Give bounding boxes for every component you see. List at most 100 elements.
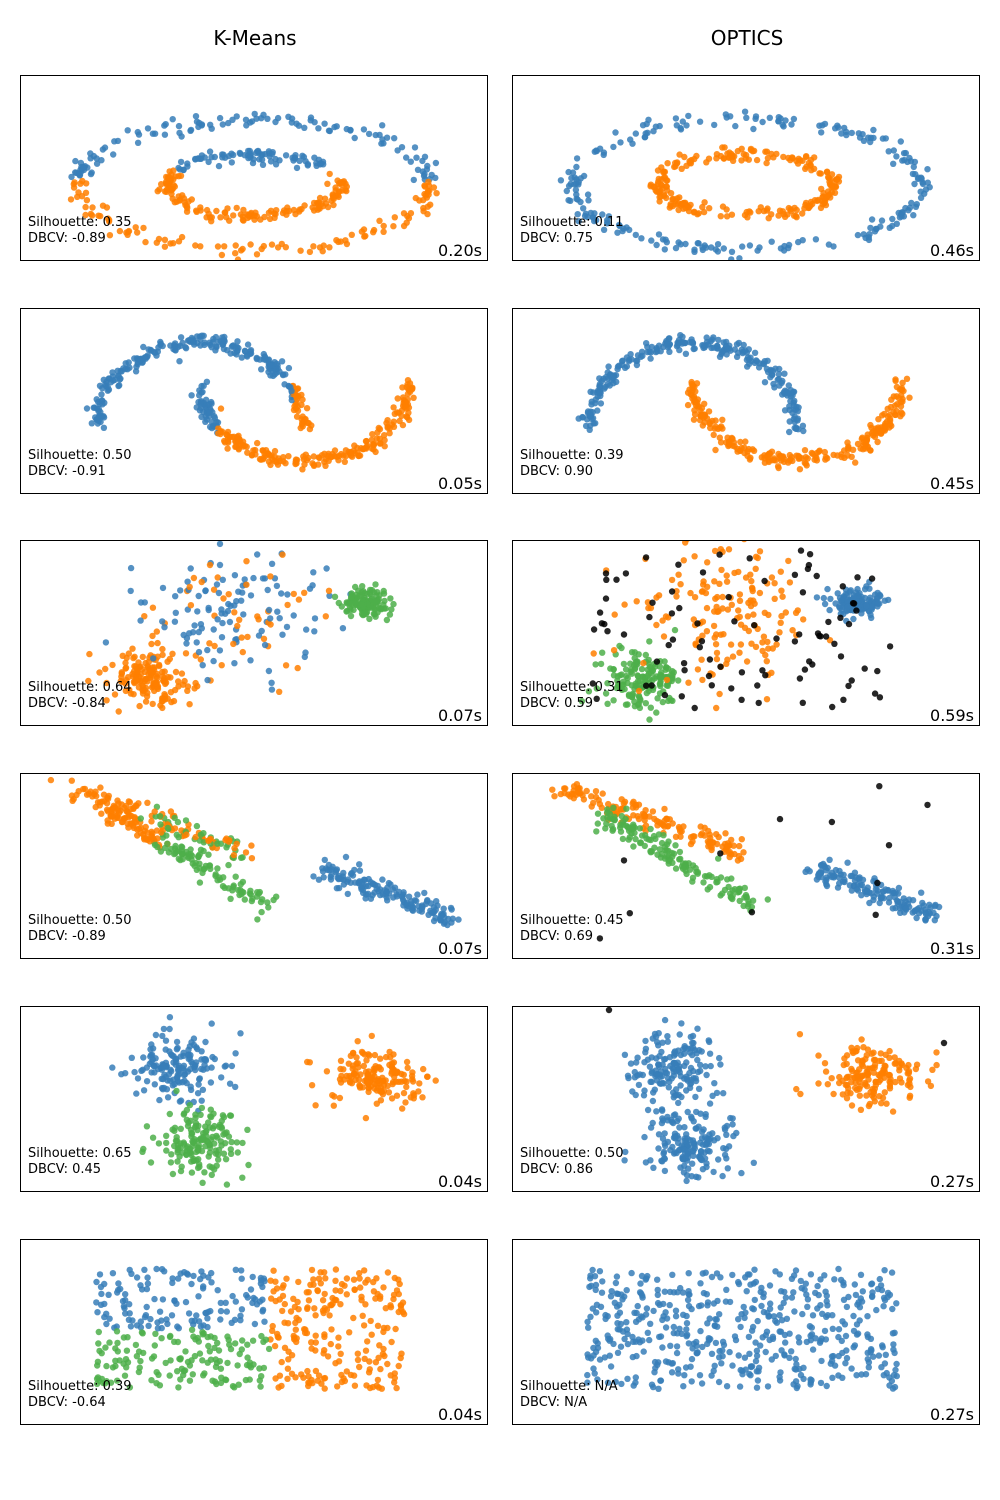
axes-frame	[20, 307, 488, 494]
scatter-plot	[20, 1238, 488, 1425]
scatter-point	[711, 121, 718, 129]
scatter-point	[92, 803, 99, 811]
scatter-point	[206, 148, 214, 155]
scatter-point	[729, 895, 736, 903]
scatter-point	[247, 241, 254, 248]
scatter-point	[762, 148, 769, 155]
scatter-point	[596, 382, 603, 390]
scatter-point	[586, 411, 594, 419]
scatter-point	[892, 377, 899, 384]
scatter-point	[588, 793, 595, 800]
scatter-point	[196, 406, 204, 414]
scatter-point	[244, 634, 251, 641]
scatter-point	[372, 1062, 379, 1070]
scatter-point	[199, 1086, 207, 1093]
scatter-point	[153, 803, 161, 811]
scatter-point	[681, 1050, 688, 1057]
scatter-point	[223, 346, 231, 354]
scatter-point	[681, 1137, 688, 1144]
scatter-point	[152, 1031, 160, 1038]
scatter-point	[259, 161, 267, 168]
scatter-point	[648, 848, 656, 855]
scatter-point	[379, 122, 386, 129]
axes-frame	[20, 75, 488, 261]
scatter-point	[653, 241, 660, 249]
scatter-point	[111, 691, 119, 699]
scatter-point	[296, 157, 303, 164]
scatter-point	[279, 631, 286, 639]
scatter-point	[572, 186, 580, 194]
scatter-point	[326, 244, 333, 251]
scatter-point	[867, 1088, 874, 1096]
scatter-point	[310, 452, 317, 460]
scatter-point	[860, 438, 867, 446]
scatter-point	[88, 419, 96, 427]
scatter-point	[385, 890, 393, 897]
scatter-point	[635, 688, 643, 695]
scatter-point	[703, 605, 711, 612]
scatter-point	[853, 607, 860, 615]
scatter-point	[269, 1322, 276, 1329]
scatter-point	[706, 872, 713, 879]
scatter-point	[196, 879, 204, 886]
scatter-point	[232, 250, 239, 257]
scatter-point	[720, 155, 728, 162]
scatter-point	[74, 193, 81, 201]
scatter-point	[359, 1049, 366, 1056]
scatter-point	[176, 357, 183, 365]
scatter-point	[732, 122, 739, 130]
scatter-point	[898, 1078, 905, 1086]
scatter-point	[871, 690, 879, 698]
scatter-point	[691, 246, 698, 253]
scatter-point	[147, 1045, 154, 1053]
scatter-point	[140, 224, 147, 232]
scatter-point	[278, 590, 285, 598]
scatter-point	[321, 195, 329, 202]
scatter-point	[796, 631, 803, 638]
scatter-point	[307, 114, 315, 121]
scatter-point	[134, 668, 141, 676]
scatter-point	[592, 788, 600, 795]
scatter-point	[225, 885, 232, 892]
scatter-point	[602, 690, 610, 698]
scatter-point	[110, 377, 117, 384]
scatter-point	[625, 693, 633, 700]
scatter-point	[652, 1071, 660, 1078]
scatter-point	[226, 433, 233, 440]
scatter-point	[801, 446, 809, 454]
scatter-point	[674, 1117, 681, 1125]
scatter-point	[345, 1060, 352, 1067]
scatter-point	[922, 186, 930, 193]
scatter-point	[441, 914, 448, 921]
scatter-point	[756, 548, 764, 555]
scatter-point	[204, 647, 211, 654]
scatter-point	[191, 685, 198, 692]
scatter-point	[260, 242, 267, 250]
scatter-point	[642, 1045, 650, 1052]
scatter-point	[809, 661, 816, 669]
scatter-point	[224, 205, 231, 212]
scatter-point	[726, 438, 733, 445]
scatter-point	[124, 127, 131, 134]
scatter-point	[293, 393, 300, 400]
scatter-point	[812, 236, 820, 243]
scatter-point	[700, 879, 707, 886]
scatter-point	[693, 1108, 700, 1115]
scatter-point	[641, 811, 648, 819]
scatter-point	[354, 1356, 362, 1363]
scatter-point	[565, 197, 572, 204]
scatter-point	[210, 658, 217, 665]
scatter-point	[768, 211, 775, 218]
scatter-point	[653, 1054, 660, 1062]
scatter-point	[192, 1114, 199, 1121]
scatter-point	[816, 170, 823, 177]
scatter-point	[70, 184, 78, 191]
scatter-plot	[20, 773, 488, 960]
scatter-point	[668, 610, 676, 617]
scatter-point	[139, 654, 146, 661]
scatter-point	[225, 601, 232, 608]
scatter-point	[196, 851, 203, 858]
scatter-point	[786, 451, 793, 458]
scatter-point	[719, 605, 726, 613]
scatter-point	[741, 884, 748, 892]
